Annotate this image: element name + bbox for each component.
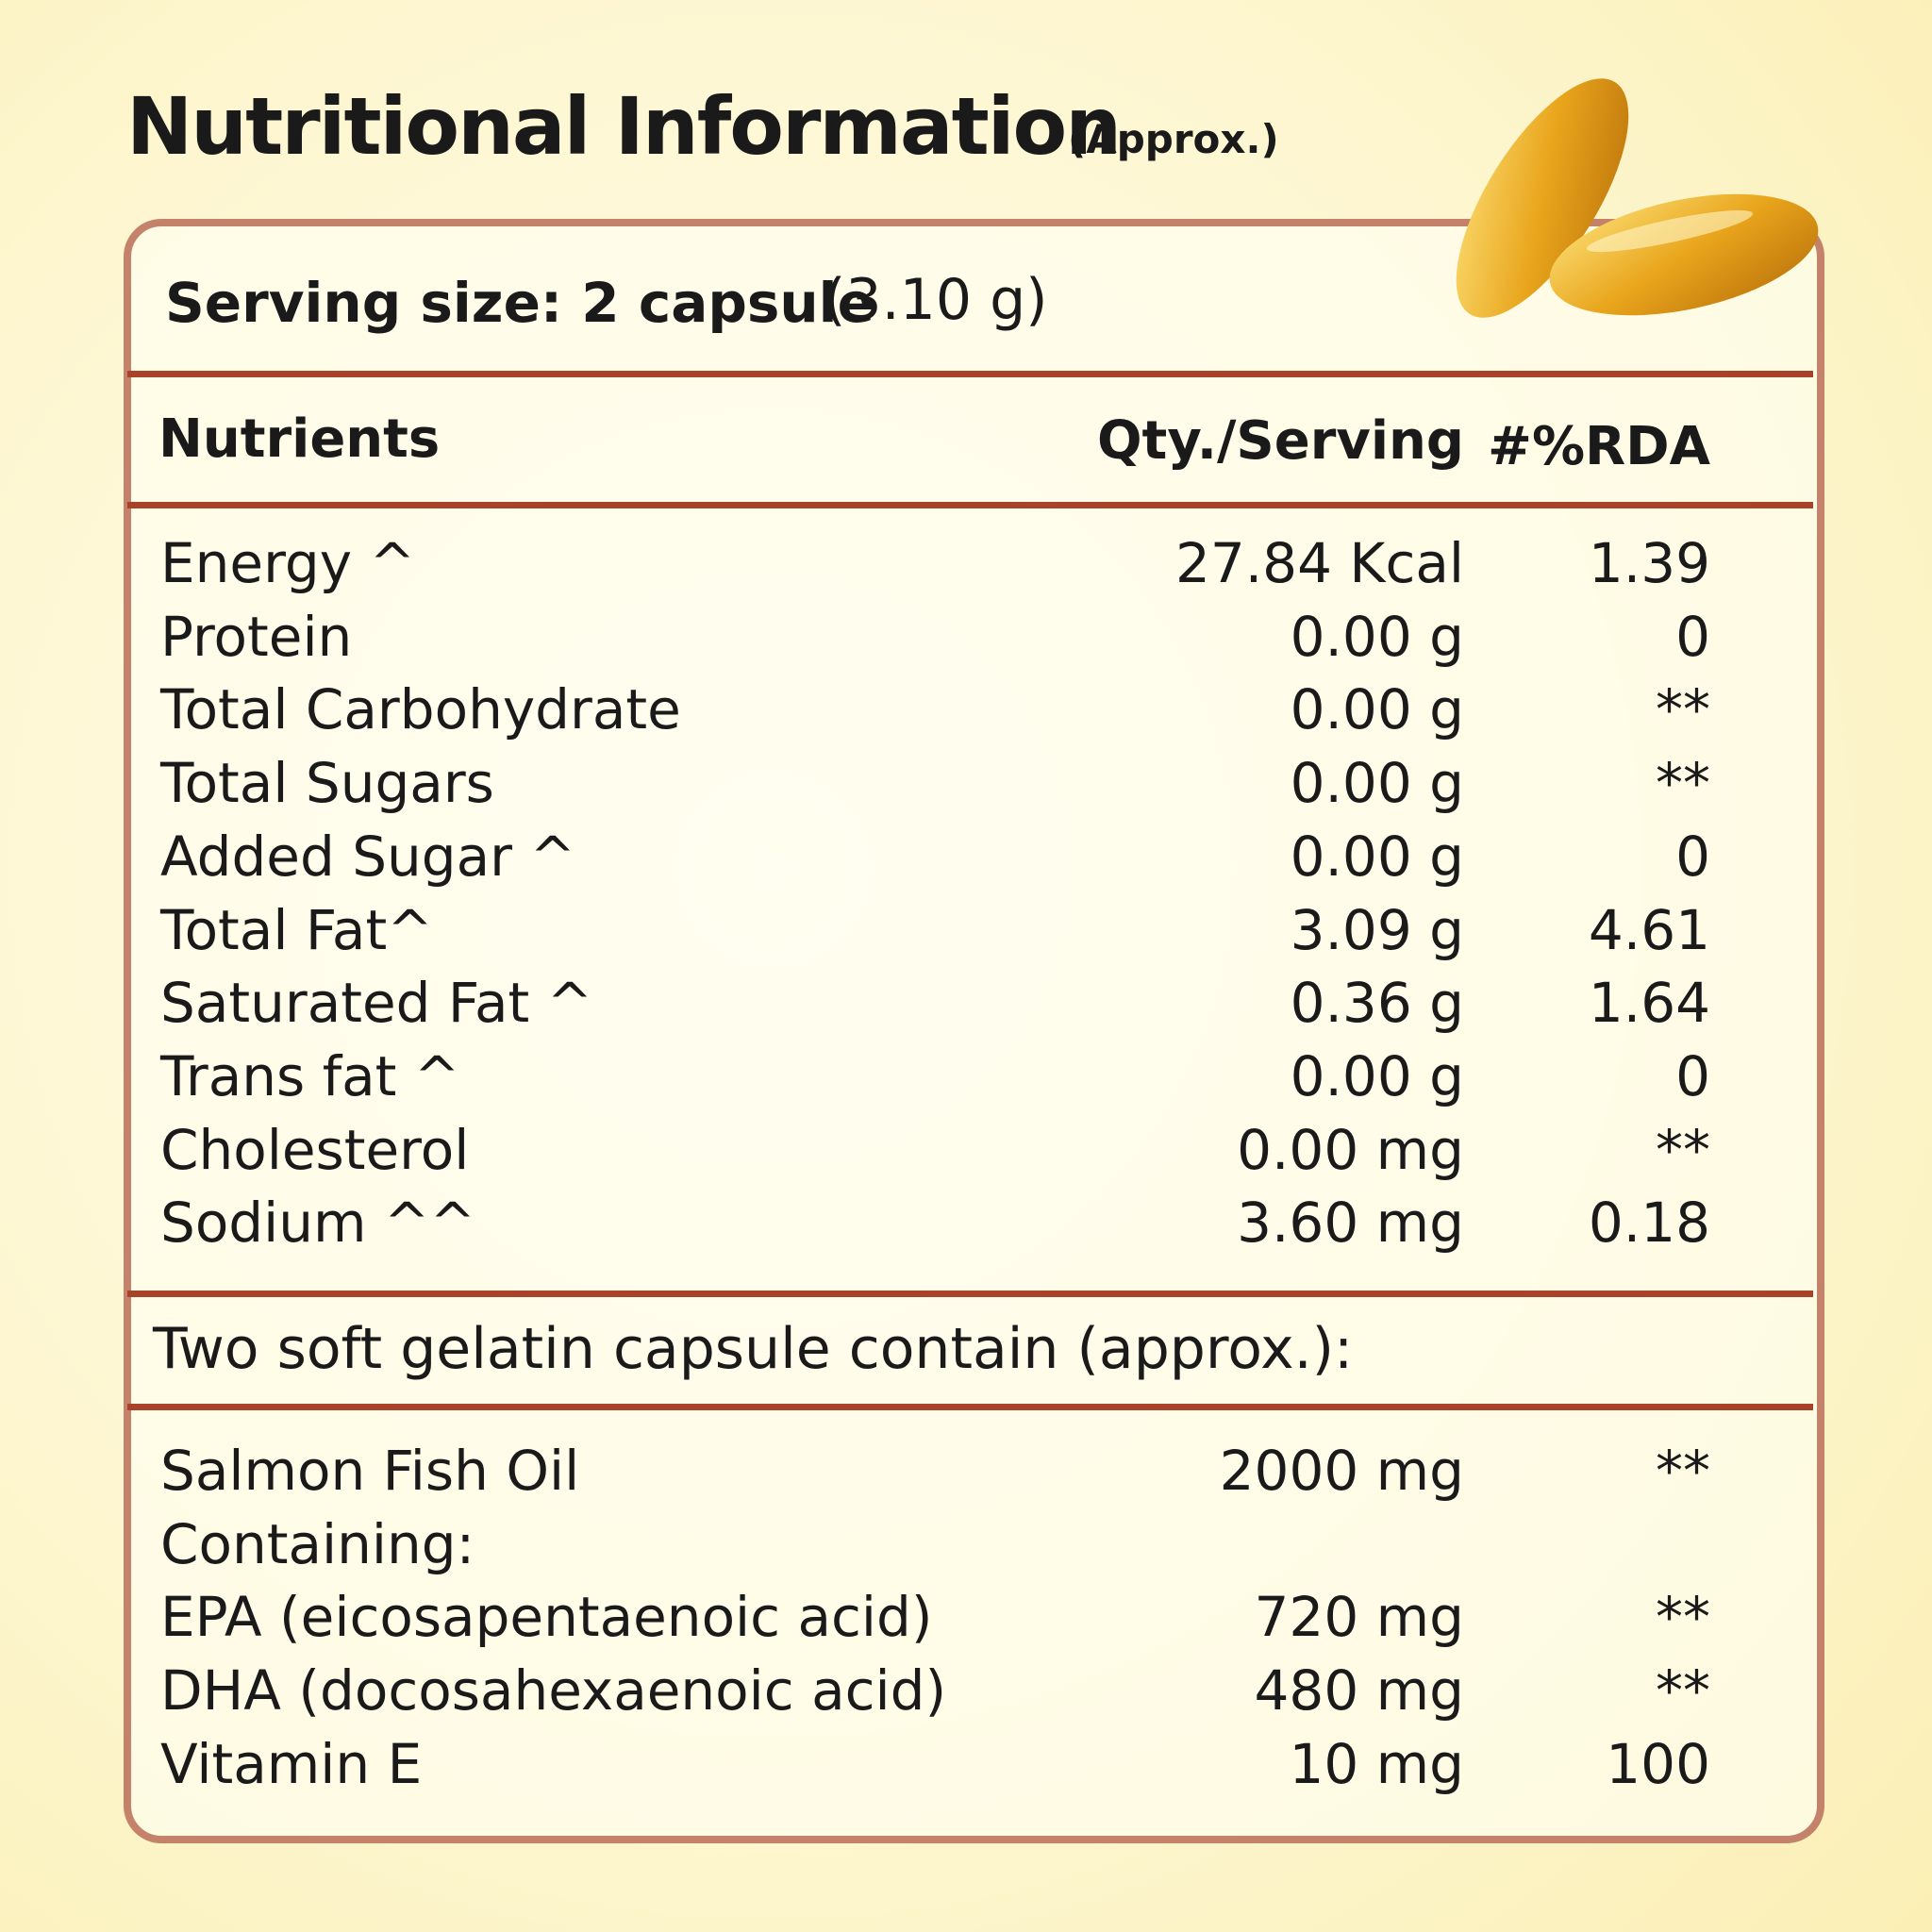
rda-value: ** xyxy=(1656,1658,1710,1724)
nutrient-name: Salmon Fish Oil xyxy=(160,1439,580,1503)
nutrient-name: Total Carbohydrate xyxy=(160,677,681,742)
column-header: Qty./Serving xyxy=(1096,410,1464,472)
rule xyxy=(127,502,1813,508)
quantity: 3.09 g xyxy=(1290,897,1464,962)
nutrient-name: Vitamin E xyxy=(160,1731,423,1796)
nutrient-name: Total Sugars xyxy=(160,751,494,816)
quantity: 0.00 g xyxy=(1290,677,1464,742)
nutrient-name: EPA (eicosapentaenoic acid) xyxy=(160,1585,933,1650)
nutrient-name: Cholesterol xyxy=(160,1117,470,1182)
rda-value: 0 xyxy=(1675,824,1710,889)
section-label: Two soft gelatin capsule contain (approx… xyxy=(153,1316,1354,1382)
quantity: 3.60 mg xyxy=(1237,1191,1464,1256)
nutrient-name: Sodium ^^ xyxy=(160,1191,476,1256)
quantity: 10 mg xyxy=(1289,1731,1464,1796)
rda-value: ** xyxy=(1656,751,1710,816)
panel xyxy=(124,219,1824,1843)
nutrient-name: Energy ^ xyxy=(160,531,416,595)
rda-value: 0.18 xyxy=(1588,1191,1710,1256)
rda-value: 100 xyxy=(1606,1731,1710,1796)
rule xyxy=(127,1291,1813,1297)
column-header: #%RDA xyxy=(1488,416,1710,477)
rda-value: 0 xyxy=(1675,604,1710,669)
rda-value: ** xyxy=(1656,1585,1710,1650)
quantity: 720 mg xyxy=(1254,1585,1464,1650)
nutrient-name: Containing: xyxy=(160,1511,475,1576)
nutrient-name: Protein xyxy=(160,604,353,669)
serving-label: Serving size: 2 capsule xyxy=(165,271,874,335)
quantity: 0.00 g xyxy=(1290,751,1464,816)
quantity: 0.00 g xyxy=(1290,1043,1464,1108)
rda-value: ** xyxy=(1656,1117,1710,1182)
subtitle: (Approx.) xyxy=(1068,116,1279,162)
quantity: 2000 mg xyxy=(1219,1439,1464,1503)
rda-value: 1.64 xyxy=(1588,971,1710,1036)
quantity: 0.00 mg xyxy=(1237,1117,1464,1182)
title: Nutritional Information xyxy=(126,80,1122,173)
nutrient-name: Total Fat^ xyxy=(160,897,433,962)
capsules xyxy=(1456,78,1819,318)
nutrient-name: Trans fat ^ xyxy=(160,1043,460,1108)
rda-value: 1.39 xyxy=(1588,531,1710,595)
rule xyxy=(127,371,1813,377)
rda-value: ** xyxy=(1656,1439,1710,1503)
quantity: 0.00 g xyxy=(1290,824,1464,889)
quantity: 0.00 g xyxy=(1290,604,1464,669)
rda-value: 4.61 xyxy=(1588,897,1710,962)
quantity: 480 mg xyxy=(1254,1658,1464,1724)
rda-value: ** xyxy=(1656,677,1710,742)
rule xyxy=(127,1404,1813,1410)
nutrient-name: DHA (docosahexaenoic acid) xyxy=(160,1658,947,1724)
nutrient-name: Added Sugar ^ xyxy=(160,824,576,889)
quantity: 27.84 Kcal xyxy=(1174,531,1464,595)
column-header: Nutrients xyxy=(158,408,441,470)
serving-amount: (3.10 g) xyxy=(824,267,1048,333)
nutrient-name: Saturated Fat ^ xyxy=(160,971,593,1036)
rda-value: 0 xyxy=(1675,1043,1710,1108)
quantity: 0.36 g xyxy=(1290,971,1464,1036)
